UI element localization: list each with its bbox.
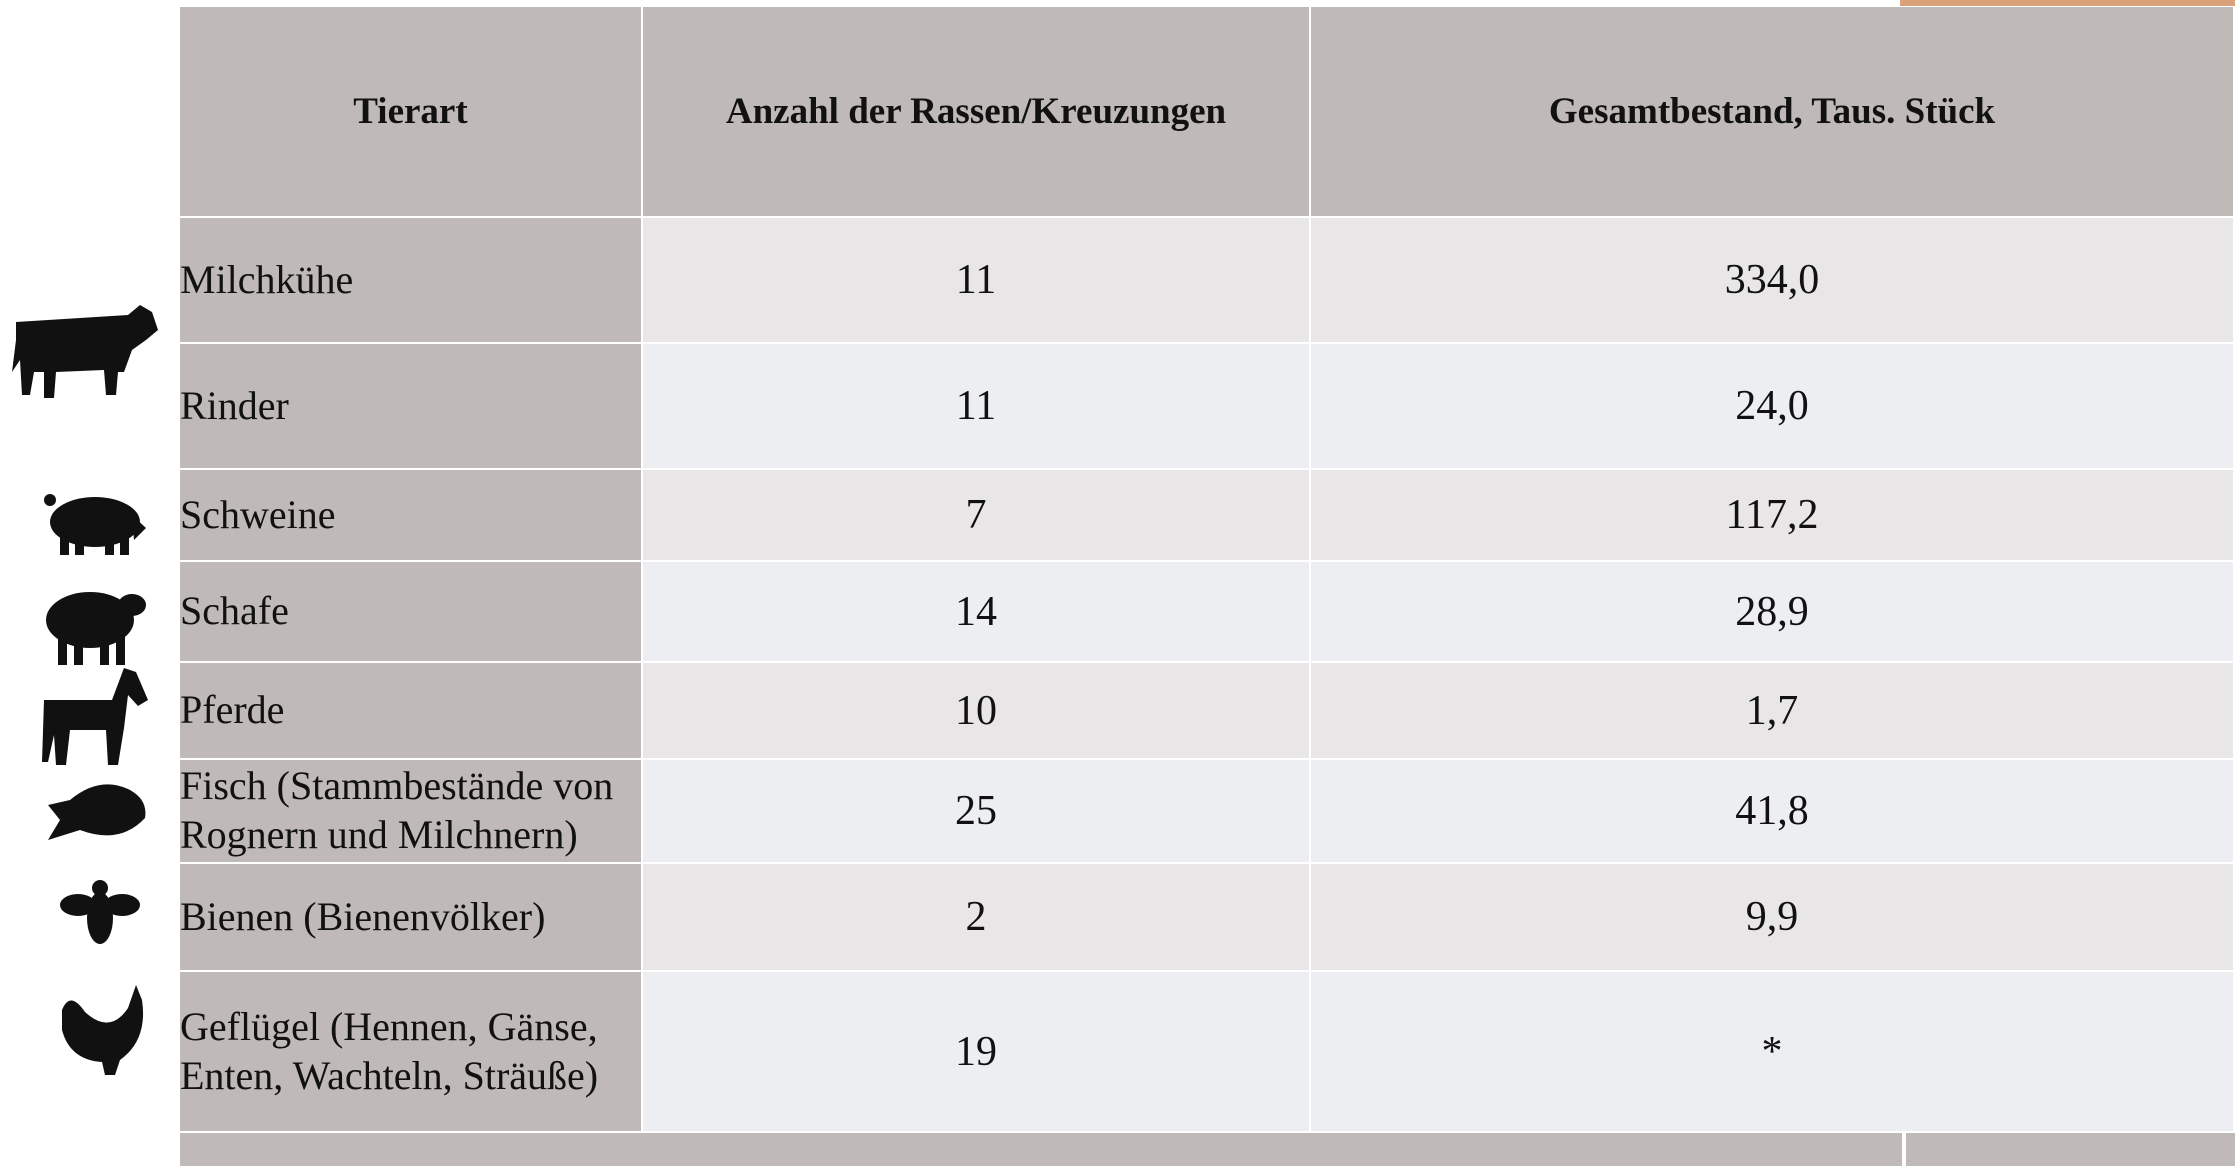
value-cell: 24,0 [1311,344,2235,470]
value-cell: 25 [643,760,1311,864]
value-cell: 11 [643,344,1311,470]
value-cell: 2 [643,864,1311,972]
value-cell: 1,7 [1311,663,2235,760]
animal-name: Geflügel (Hennen, Gänse, Enten, Wachteln… [180,972,643,1133]
footer-strip [1906,1133,2235,1166]
animal-name: Rinder [180,344,643,470]
value-cell: 334,0 [1311,218,2235,344]
value-cell: 10 [643,663,1311,760]
value-cell: 28,9 [1311,562,2235,663]
value-cell: 7 [643,470,1311,562]
horse-icon [42,668,148,765]
chicken-icon [62,985,144,1075]
value-cell: 14 [643,562,1311,663]
bee-icon [60,880,140,944]
animal-name: Schafe [180,562,643,663]
value-cell: 41,8 [1311,760,2235,864]
animal-name: Bienen (Bienenvölker) [180,864,643,972]
cow-icon [12,305,158,398]
animal-icons [12,305,158,1075]
animal-name: Schweine [180,470,643,562]
header-cell: Anzahl der Rassen/Kreuzungen [643,7,1311,218]
top-accent [1900,0,2235,6]
value-cell: * [1311,972,2235,1133]
value-cell: 19 [643,972,1311,1133]
animal-name: Milchkühe [180,218,643,344]
header-cell: Gesamtbestand, Taus. Stück [1311,7,2235,218]
fish-icon [48,784,146,840]
sheep-icon [46,592,146,665]
header-cell: Tierart [180,7,643,218]
value-cell: 11 [643,218,1311,344]
pig-icon [44,494,146,555]
animal-name: Fisch (Stammbestände von Rognern und Mil… [180,760,643,864]
footer-strip [180,1133,1904,1166]
animal-name: Pferde [180,663,643,760]
value-cell: 9,9 [1311,864,2235,972]
value-cell: 117,2 [1311,470,2235,562]
